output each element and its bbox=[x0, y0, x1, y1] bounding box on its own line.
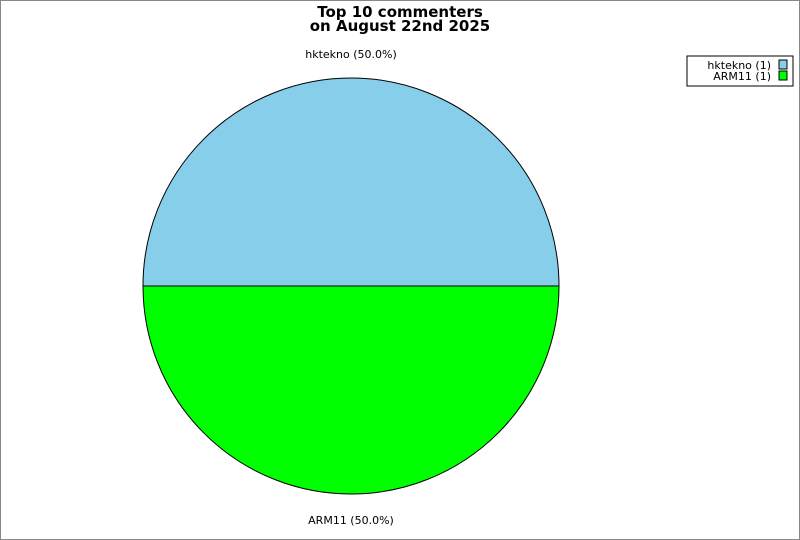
slice-label-hktekno: hktekno (50.0%) bbox=[305, 48, 397, 61]
chart-title-line-1: Top 10 commenters bbox=[317, 3, 483, 21]
legend-swatch-hktekno bbox=[778, 59, 788, 70]
legend: hktekno (1)ARM11 (1) bbox=[686, 55, 794, 87]
legend-label-hktekno: hktekno (1) bbox=[707, 59, 771, 72]
legend-label-arm11: ARM11 (1) bbox=[713, 70, 771, 83]
pie-slice-hktekno bbox=[142, 77, 560, 287]
slice-label-arm11: ARM11 (50.0%) bbox=[308, 514, 394, 527]
chart-title-line-2: on August 22nd 2025 bbox=[310, 17, 491, 35]
pie-slice-arm11 bbox=[142, 285, 560, 495]
legend-swatch-arm11 bbox=[778, 70, 788, 81]
